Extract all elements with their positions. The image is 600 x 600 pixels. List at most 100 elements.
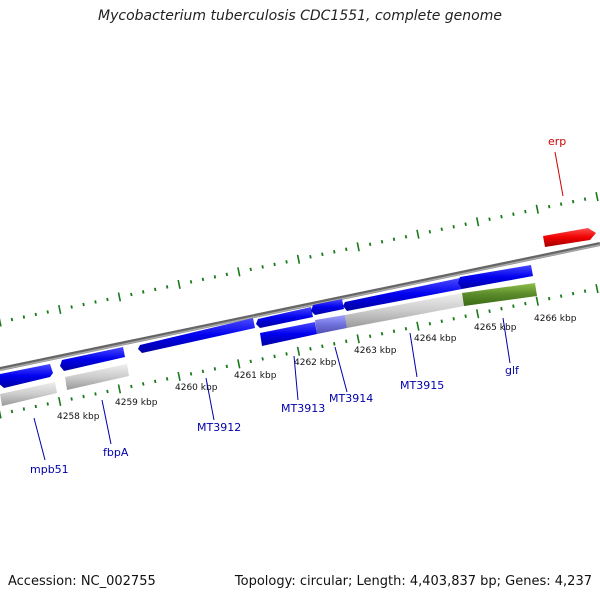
lower-minor-tick <box>46 402 49 406</box>
lower-minor-tick <box>165 377 169 381</box>
upper-minor-tick <box>70 305 73 309</box>
upper-minor-tick <box>249 267 252 272</box>
upper-minor-tick <box>345 247 348 252</box>
band-MT3915[interactable] <box>345 293 464 328</box>
upper-major-tick <box>416 229 420 239</box>
genome-backbone-highlight <box>0 244 600 371</box>
kbp-label-4265: 4265 kbp <box>474 323 517 333</box>
gene-MT3912-arrow[interactable] <box>138 318 255 353</box>
band-fbpA[interactable] <box>65 364 129 390</box>
upper-minor-tick <box>559 202 563 206</box>
gene-label-glf[interactable]: glf <box>505 364 520 377</box>
upper-minor-tick <box>261 265 264 269</box>
lower-minor-tick <box>142 382 145 386</box>
lower-minor-tick <box>94 392 97 396</box>
lower-minor-tick <box>512 304 515 308</box>
gene-MT3913-arrow[interactable] <box>256 307 313 328</box>
upper-minor-tick <box>368 242 372 246</box>
gene-mpb51-arrow[interactable] <box>0 364 53 388</box>
gene-fbpA-arrow[interactable] <box>60 347 125 371</box>
lower-minor-tick <box>452 317 455 321</box>
map-title: Mycobacterium tuberculosis CDC1551, comp… <box>98 8 502 24</box>
band-glf[interactable] <box>462 283 537 306</box>
leader-glf <box>502 317 511 364</box>
band-mpb51[interactable] <box>0 382 57 406</box>
band-MT3914[interactable] <box>315 315 347 334</box>
lower-minor-tick <box>524 301 527 306</box>
gene-label-MT3914[interactable]: MT3914 <box>329 392 373 405</box>
lower-minor-tick <box>285 352 288 356</box>
upper-minor-tick <box>106 297 109 302</box>
lower-minor-tick <box>583 289 587 293</box>
gene-label-MT3915[interactable]: MT3915 <box>400 379 444 392</box>
lower-major-tick <box>475 309 480 319</box>
gene-erp[interactable] <box>543 228 596 247</box>
lower-minor-tick <box>571 291 575 296</box>
lower-minor-tick <box>130 384 133 389</box>
upper-major-tick <box>595 192 599 202</box>
upper-minor-tick <box>488 217 491 221</box>
gene-MT3915-arrow[interactable] <box>343 278 462 311</box>
lower-minor-tick <box>500 306 503 311</box>
upper-major-tick <box>0 318 2 327</box>
lower-minor-tick <box>368 334 372 338</box>
gene-label-fbpA[interactable]: fbpA <box>103 446 129 459</box>
upper-minor-tick <box>189 280 193 284</box>
upper-minor-tick <box>94 300 97 304</box>
lower-minor-tick <box>106 389 109 394</box>
gene-label-erp[interactable]: erp <box>548 135 566 148</box>
lower-major-tick <box>296 346 301 356</box>
gene-label-MT3912[interactable]: MT3912 <box>197 421 241 434</box>
lower-minor-tick <box>213 367 217 371</box>
kbp-label-4266: 4266 kbp <box>534 314 577 324</box>
lower-minor-tick <box>22 407 26 411</box>
upper-major-tick <box>237 267 241 277</box>
upper-scale-ticks <box>0 192 599 327</box>
lower-minor-tick <box>440 319 443 323</box>
upper-minor-tick <box>165 285 169 289</box>
leader-MT3914 <box>334 346 348 393</box>
leader-MT3913 <box>293 355 299 401</box>
lower-minor-tick <box>10 409 14 414</box>
upper-minor-tick <box>285 260 288 264</box>
lower-minor-tick <box>345 339 348 344</box>
lower-major-tick <box>237 359 241 369</box>
lower-minor-tick <box>225 364 229 369</box>
gene-label-mpb51[interactable]: mpb51 <box>30 463 69 476</box>
upper-minor-tick <box>440 227 443 231</box>
upper-minor-tick <box>571 199 575 204</box>
upper-minor-tick <box>321 252 324 257</box>
upper-minor-tick <box>82 302 85 307</box>
lower-scale-ticks <box>0 284 599 419</box>
upper-minor-tick <box>333 250 336 254</box>
upper-minor-tick <box>452 225 455 229</box>
kbp-label-4262: 4262 kbp <box>294 358 337 368</box>
lower-minor-tick <box>189 372 193 376</box>
leader-MT3915 <box>409 332 418 378</box>
leader-MT3912 <box>205 377 215 421</box>
gene-label-MT3913[interactable]: MT3913 <box>281 402 325 415</box>
lower-major-tick <box>0 410 2 419</box>
band-MT3913[interactable] <box>260 322 317 346</box>
lower-minor-tick <box>464 314 467 318</box>
leader-fbpA <box>101 399 112 445</box>
lower-minor-tick <box>321 344 324 349</box>
kbp-label-4264: 4264 kbp <box>414 334 457 344</box>
upper-minor-tick <box>380 240 384 244</box>
upper-major-tick <box>177 279 181 289</box>
gene-glf-arrow[interactable] <box>458 265 533 289</box>
kbp-label-4263: 4263 kbp <box>354 346 397 356</box>
lower-minor-tick <box>34 404 37 409</box>
lower-minor-tick <box>261 357 264 361</box>
upper-minor-tick <box>225 272 229 277</box>
upper-minor-tick <box>10 317 14 322</box>
upper-minor-tick <box>464 222 467 226</box>
kbp-label-4259: 4259 kbp <box>115 398 158 408</box>
upper-minor-tick <box>22 315 26 319</box>
gene-MT3914-arrow[interactable] <box>311 299 344 315</box>
lower-minor-tick <box>392 329 396 333</box>
genome-stats-text: Topology: circular; Length: 4,403,837 bp… <box>234 574 592 589</box>
upper-minor-tick <box>428 230 432 234</box>
lower-minor-tick <box>70 397 73 401</box>
